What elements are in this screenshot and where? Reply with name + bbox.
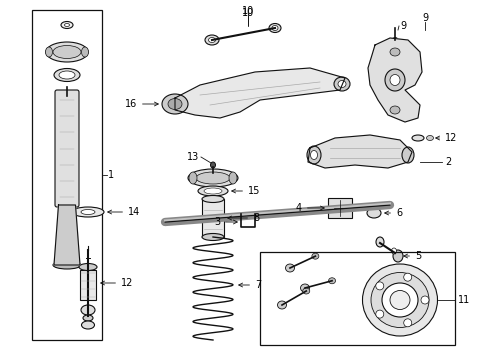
Ellipse shape [376,282,384,290]
Text: 5: 5 [404,251,421,261]
Text: 8: 8 [228,213,259,223]
Ellipse shape [338,81,346,87]
Text: 6: 6 [385,208,402,218]
Ellipse shape [202,234,224,240]
Polygon shape [368,38,422,122]
Text: 12: 12 [101,278,133,288]
Ellipse shape [53,45,81,59]
Ellipse shape [211,162,216,168]
Ellipse shape [286,264,294,272]
Text: 10: 10 [242,8,254,18]
Ellipse shape [402,147,414,163]
Ellipse shape [81,321,95,329]
Ellipse shape [269,23,281,32]
Ellipse shape [303,288,310,294]
Ellipse shape [404,273,412,281]
Bar [328,198,352,218]
Bar [260,252,455,345]
Ellipse shape [81,210,95,215]
Bar [32,10,102,340]
Ellipse shape [59,71,75,79]
Text: 7: 7 [239,280,261,290]
Bar [202,199,224,237]
Ellipse shape [81,305,95,315]
Ellipse shape [412,135,424,141]
Ellipse shape [404,319,412,327]
Ellipse shape [426,135,434,140]
Ellipse shape [272,26,278,31]
Bar [80,270,96,300]
Ellipse shape [162,94,188,114]
Ellipse shape [79,264,97,270]
Ellipse shape [202,195,224,202]
Polygon shape [175,68,345,118]
Ellipse shape [329,278,336,284]
Ellipse shape [205,35,219,45]
Ellipse shape [46,42,88,62]
Ellipse shape [188,169,238,187]
Text: 14: 14 [108,207,140,217]
Text: 3: 3 [214,217,237,227]
Ellipse shape [390,75,400,86]
Text: 4: 4 [296,203,324,213]
Ellipse shape [83,315,93,321]
Ellipse shape [209,37,216,42]
Ellipse shape [367,208,381,218]
Ellipse shape [198,186,228,196]
Ellipse shape [189,172,197,184]
Ellipse shape [196,172,230,184]
Ellipse shape [61,22,73,28]
Ellipse shape [168,99,182,109]
Ellipse shape [382,283,418,317]
Text: 1: 1 [108,170,114,180]
Ellipse shape [363,264,438,336]
Ellipse shape [72,207,104,217]
Ellipse shape [312,253,319,259]
Polygon shape [54,205,80,265]
Text: 2: 2 [445,157,451,167]
Text: 15: 15 [232,186,260,196]
Ellipse shape [390,48,400,56]
FancyBboxPatch shape [55,90,79,207]
Ellipse shape [334,77,350,91]
Ellipse shape [390,291,410,310]
Ellipse shape [390,106,400,114]
Ellipse shape [311,150,318,159]
Text: 16: 16 [125,99,158,109]
Text: 12: 12 [436,133,457,143]
Ellipse shape [376,237,384,247]
Ellipse shape [300,284,310,292]
Ellipse shape [421,296,429,304]
Text: 9: 9 [400,21,406,31]
Ellipse shape [371,273,429,328]
Ellipse shape [392,248,396,254]
Ellipse shape [277,301,287,309]
Text: 11: 11 [458,295,470,305]
Text: 13: 13 [187,152,199,162]
Ellipse shape [307,146,321,164]
Text: 9: 9 [422,13,428,23]
Ellipse shape [392,37,398,42]
Ellipse shape [204,188,222,194]
Text: 10: 10 [242,6,254,16]
Polygon shape [308,135,412,168]
Ellipse shape [81,47,89,57]
Ellipse shape [385,69,405,91]
Ellipse shape [393,250,403,262]
Ellipse shape [65,23,70,27]
Ellipse shape [46,47,52,57]
Ellipse shape [54,68,80,81]
Ellipse shape [229,172,237,184]
Ellipse shape [376,310,384,318]
Ellipse shape [53,261,81,269]
